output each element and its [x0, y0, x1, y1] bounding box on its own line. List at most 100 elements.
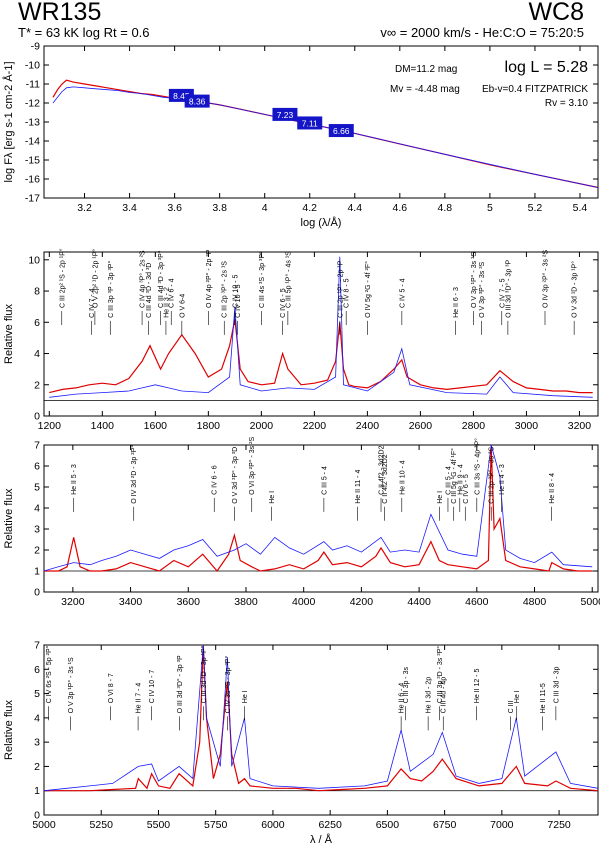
line-id-label: He II 11 - 4	[355, 470, 362, 504]
line-id-label: O IV 4p ²P° - 2p ²P	[205, 249, 213, 308]
line-id-label: C II 4f2 - 3d2D2	[379, 445, 386, 495]
line-id-label: C IV 7 - 5	[499, 278, 506, 308]
line-id-label: C III 2p ³P° - 3s ³S	[488, 447, 496, 504]
y-tick-label: 1	[34, 785, 40, 797]
line-id-label: He II 7 - 4	[136, 683, 143, 714]
y-axis-label: log Fλ [erg s-1 cm-2 Å-1]	[2, 61, 15, 182]
line-id-label: O V 3p ¹P° - 3s ¹S	[67, 657, 75, 713]
y-tick-label: 3	[34, 737, 40, 749]
line-id-label: C IV 6s ²S - 5p ²P°	[45, 645, 53, 703]
series-1-0	[49, 319, 593, 394]
x-tick-label: 3200	[61, 596, 85, 608]
x-axis-label: λ / Å	[310, 833, 333, 845]
x-tick-label: 3.2	[77, 202, 92, 214]
x-tick-label: 4	[262, 202, 268, 214]
x-tick-label: 2200	[303, 420, 327, 432]
y-tick-label: 5	[34, 688, 40, 700]
line-id-label: He II 4 - 3	[499, 464, 506, 495]
line-id-label: He I	[242, 690, 249, 703]
y-tick-label: -10	[25, 60, 40, 72]
stellar-params-left: T* = 63 kK log Rt = 0.6	[18, 25, 150, 40]
line-id-label: C III 3s ³S - 4p ³P°	[473, 438, 481, 495]
y-tick-label: -12	[25, 98, 40, 110]
y-tick-label: 8	[34, 286, 40, 298]
photometry-box	[184, 94, 210, 108]
line-id-label: O V 6-4	[179, 294, 186, 318]
x-tick-label: 4600	[465, 596, 489, 608]
y-tick-label: 6	[34, 664, 40, 676]
y-tick-label: -11	[26, 79, 41, 91]
x-tick-label: 6000	[261, 819, 285, 831]
line-id-label: He I	[437, 491, 444, 504]
line-id-label: C III	[508, 701, 515, 714]
line-id-label: He II 8 - 4	[549, 473, 556, 504]
line-id-label: O VI 8 - 7	[108, 673, 115, 703]
y-tick-label: 1	[34, 566, 40, 578]
line-id-label: He II 10 - 4	[399, 460, 406, 495]
star-name: WR135	[18, 0, 102, 26]
x-tick-label: 6500	[376, 819, 400, 831]
x-tick-label: 5.2	[528, 202, 543, 214]
line-id-label: C IV 10 - 5	[232, 274, 239, 308]
line-id-label: O V 3d ¹D - 3p ¹P°	[571, 261, 579, 318]
x-tick-label: 5250	[90, 819, 114, 831]
y-tick-label: -17	[25, 193, 40, 205]
line-id-label: C IV 8 - 5	[344, 278, 351, 308]
line-id-label: C III 5 - 4	[321, 466, 328, 495]
series-1-1	[49, 256, 593, 398]
spectral-type: WC8	[528, 0, 584, 26]
x-tick-label: 1400	[91, 420, 115, 432]
x-tick-label: 2000	[250, 420, 274, 432]
line-id-label: C III 4d ³D - 3d ³D	[146, 263, 153, 318]
line-id-label: C IV 4p ³P° - 2s ²S	[139, 250, 147, 308]
line-id-label: He II 9 - 4	[457, 464, 464, 495]
line-id-label: C III 5g ¹G - 4f ¹F°	[450, 448, 458, 504]
series-0-1	[52, 86, 599, 188]
y-tick-label: 4	[34, 503, 40, 515]
line-id-label: O VI 3p ²P° - 3s ²S	[248, 437, 256, 495]
y-tick-label: 6	[34, 461, 40, 473]
line-id-label: C III 4s ³S - 3p ³P°	[258, 251, 266, 308]
line-id-label: He II 6 - 3	[453, 287, 460, 318]
y-tick-label: -9	[31, 41, 40, 53]
line-id-label: He II 6 - 4	[399, 683, 406, 714]
line-id-label: C III 5 - 4	[445, 466, 452, 495]
x-tick-label: 3.8	[212, 202, 227, 214]
y-axis-label: Relative flux	[3, 488, 15, 548]
line-id-label: O IV 3d ²D - 3p ²P°	[130, 445, 138, 504]
line-id-label: O V 3p ³P° - 3s ³S	[478, 261, 486, 317]
y-tick-label: 0	[34, 411, 40, 423]
photometry-box	[328, 124, 354, 138]
x-tick-label: 2400	[356, 420, 380, 432]
line-id-label: C IV 6 - 6	[212, 465, 219, 495]
line-id-label: C IV 7 - 4	[89, 288, 96, 318]
y-tick-label: 7	[34, 440, 40, 452]
x-tick-label: 3000	[515, 420, 539, 432]
x-tick-label: 3200	[568, 420, 592, 432]
line-id-label: O V 2p² ¹D - 2p ¹P°	[91, 249, 99, 308]
panel-3-frame	[43, 644, 599, 816]
series-3-0	[44, 644, 599, 792]
x-tick-label: 4.6	[393, 202, 408, 214]
x-tick-label: 3800	[234, 596, 258, 608]
panel-2-frame	[43, 444, 599, 593]
y-axis-label: Relative flux	[3, 700, 15, 760]
stellar-params-right: v∞ = 2000 km/s - He:C:O = 75:20:5	[380, 25, 584, 40]
x-tick-label: 1200	[38, 420, 62, 432]
line-id-label: C IV 6 - 4	[169, 278, 176, 308]
line-id-label: C III 4d - 4p	[441, 677, 448, 714]
x-tick-label: 5.4	[573, 202, 588, 214]
x-tick-label: 4400	[407, 596, 431, 608]
y-tick-label: 0	[34, 810, 40, 822]
log-l-annotation: log L = 5.28	[505, 59, 589, 76]
x-tick-label: 1600	[144, 420, 168, 432]
y-tick-label: 2	[34, 761, 40, 773]
line-id-label: C III 5p ¹P° - 4s ¹S	[284, 251, 292, 308]
y-tick-label: -16	[25, 174, 40, 186]
x-tick-label: 6250	[318, 819, 342, 831]
x-tick-label: 3.6	[167, 202, 182, 214]
line-id-label: He I	[269, 491, 276, 504]
y-tick-label: 4	[34, 348, 40, 360]
x-tick-label: 4200	[350, 596, 374, 608]
